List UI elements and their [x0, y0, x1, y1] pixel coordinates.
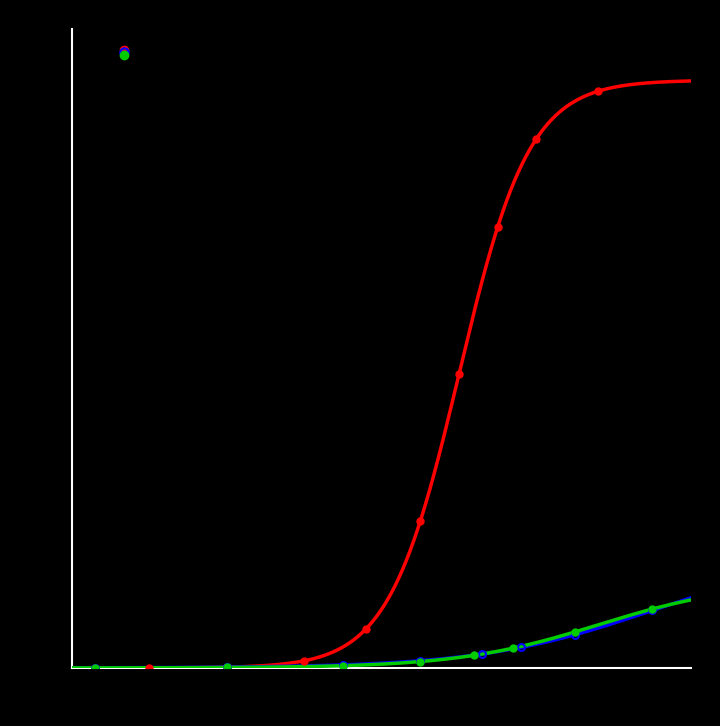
Legend: , , : , ,	[122, 49, 127, 56]
